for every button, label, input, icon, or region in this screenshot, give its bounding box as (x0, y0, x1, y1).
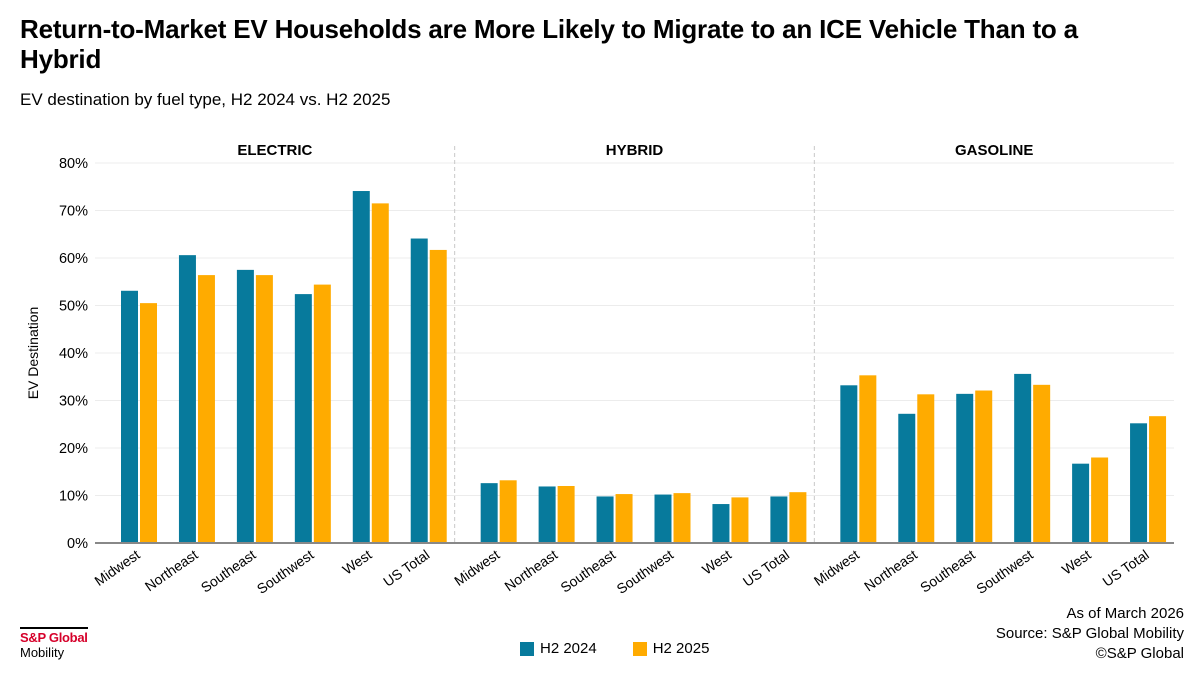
logo-brand: S&P Global (20, 630, 88, 645)
x-tick-label: Southeast (557, 546, 618, 595)
x-tick-label: Northeast (501, 546, 560, 594)
panel-title-hybrid: HYBRID (606, 142, 664, 159)
x-tick-label: Midwest (451, 546, 502, 589)
y-axis-label: EV Destination (25, 307, 41, 400)
x-tick-label: Southeast (917, 546, 978, 595)
bar-gasoline-southeast-h2-2025: GASOLINE Southeast H2 2025: 32.1% (975, 390, 993, 543)
bar-electric-midwest-h2-2024: ELECTRIC Midwest H2 2024: 53.1% (121, 290, 138, 543)
x-tick-label: US Total (380, 546, 432, 589)
bar-electric-midwest-h2-2025: ELECTRIC Midwest H2 2025: 50.5% (140, 303, 157, 543)
bar-gasoline-southeast-h2-2024: GASOLINE Southeast H2 2024: 31.4% (956, 393, 974, 543)
x-tick-label: Midwest (811, 546, 862, 589)
bar-hybrid-us-total-h2-2025: HYBRID US Total H2 2025: 10.7% (789, 492, 807, 543)
legend-swatch-h2-2024 (520, 641, 534, 656)
x-tick-label: Southwest (254, 546, 317, 597)
bar-electric-northeast-h2-2024: ELECTRIC Northeast H2 2024: 60.6% (178, 255, 196, 543)
bar-hybrid-northeast-h2-2025: HYBRID Northeast H2 2025: 12% (557, 486, 575, 543)
panel-title-electric: ELECTRIC (237, 142, 312, 159)
bar-electric-southeast-h2-2024: ELECTRIC Southeast H2 2024: 57.5% (236, 269, 254, 543)
bar-gasoline-southwest-h2-2025: GASOLINE Southwest H2 2025: 33.3% (1033, 384, 1051, 543)
bar-electric-southwest-h2-2025: ELECTRIC Southwest H2 2025: 54.4% (313, 284, 331, 543)
bar-gasoline-west-h2-2025: GASOLINE West H2 2025: 18% (1091, 457, 1109, 543)
y-tick-label: 70% (59, 204, 88, 220)
y-tick-label: 10% (59, 489, 88, 505)
bar-gasoline-northeast-h2-2024: GASOLINE Northeast H2 2024: 27.2% (898, 413, 916, 543)
panel-title-gasoline: GASOLINE (955, 142, 1033, 159)
bar-gasoline-us-total-h2-2025: GASOLINE US Total H2 2025: 26.7% (1149, 416, 1167, 543)
bar-electric-west-h2-2024: ELECTRIC West H2 2024: 74.1% (352, 191, 370, 543)
x-tick-label: West (339, 546, 374, 577)
x-tick-label: US Total (1099, 546, 1151, 589)
x-tick-label: Northeast (861, 546, 920, 594)
x-tick-label: Southwest (973, 546, 1036, 597)
bar-electric-southeast-h2-2025: ELECTRIC Southeast H2 2025: 56.4% (255, 275, 273, 543)
bar-gasoline-southwest-h2-2024: GASOLINE Southwest H2 2024: 35.6% (1014, 373, 1032, 543)
bar-electric-northeast-h2-2025: ELECTRIC Northeast H2 2025: 56.4% (197, 275, 215, 543)
bar-electric-us-total-h2-2024: ELECTRIC US Total H2 2024: 64.1% (410, 238, 428, 543)
bar-electric-us-total-h2-2025: ELECTRIC US Total H2 2025: 61.7% (429, 249, 447, 544)
legend-item-h2-2024: H2 2024 (520, 640, 597, 657)
x-tick-label: Southeast (198, 546, 259, 595)
y-tick-label: 60% (59, 251, 88, 267)
source-date: As of March 2026 (1066, 605, 1184, 622)
legend-label: H2 2024 (540, 640, 597, 657)
bar-hybrid-southwest-h2-2024: HYBRID Southwest H2 2024: 10.2% (654, 494, 672, 543)
y-tick-label: 40% (59, 346, 88, 362)
bar-hybrid-northeast-h2-2024: HYBRID Northeast H2 2024: 11.9% (538, 486, 556, 543)
chart-legend: H2 2024 H2 2025 (520, 640, 709, 657)
source-note: As of March 2026 Source: S&P Global Mobi… (996, 604, 1184, 664)
bar-gasoline-midwest-h2-2024: GASOLINE Midwest H2 2024: 33.2% (840, 385, 858, 543)
bar-hybrid-us-total-h2-2024: HYBRID US Total H2 2024: 9.8% (770, 496, 788, 543)
bar-hybrid-southeast-h2-2024: HYBRID Southeast H2 2024: 9.8% (596, 496, 614, 543)
legend-swatch-h2-2025 (632, 641, 647, 656)
y-tick-label: 80% (59, 156, 88, 172)
sp-global-mobility-logo: S&P Global Mobility (20, 627, 88, 661)
x-tick-label: West (1059, 546, 1094, 577)
bar-electric-west-h2-2025: ELECTRIC West H2 2025: 71.5% (371, 203, 389, 543)
bar-hybrid-midwest-h2-2024: HYBRID Midwest H2 2024: 12.6% (480, 483, 498, 543)
bar-hybrid-west-h2-2024: HYBRID West H2 2024: 8.2% (712, 504, 730, 543)
bar-gasoline-northeast-h2-2025: GASOLINE Northeast H2 2025: 31.3% (917, 394, 935, 543)
bar-hybrid-west-h2-2025: HYBRID West H2 2025: 9.6% (731, 497, 749, 543)
bar-hybrid-midwest-h2-2025: HYBRID Midwest H2 2025: 13.2% (499, 480, 517, 543)
source-attribution: Source: S&P Global Mobility (995, 625, 1184, 642)
bar-gasoline-midwest-h2-2025: GASOLINE Midwest H2 2025: 35.3% (859, 375, 877, 543)
bar-hybrid-southeast-h2-2025: HYBRID Southeast H2 2025: 10.3% (615, 494, 633, 543)
y-tick-label: 30% (59, 394, 88, 410)
chart-title: Return-to-Market EV Households are More … (20, 14, 1078, 74)
legend-label: H2 2025 (652, 640, 710, 657)
copyright: ©S&P Global (1095, 645, 1184, 662)
bar-gasoline-west-h2-2024: GASOLINE West H2 2024: 16.7% (1072, 463, 1090, 543)
x-tick-label: Midwest (91, 546, 142, 589)
x-tick-label: West (699, 546, 734, 577)
logo-rule (20, 627, 88, 629)
x-tick-label: Southwest (613, 546, 676, 597)
legend-item-h2-2025: H2 2025 (632, 640, 710, 657)
x-tick-label: Northeast (142, 546, 201, 594)
bar-electric-southwest-h2-2024: ELECTRIC Southwest H2 2024: 52.4% (294, 294, 312, 543)
bar-gasoline-us-total-h2-2024: GASOLINE US Total H2 2024: 25.2% (1130, 423, 1148, 543)
y-tick-label: 50% (59, 299, 88, 315)
logo-sub: Mobility (20, 645, 65, 660)
y-tick-label: 0% (67, 536, 88, 552)
x-tick-label: US Total (740, 546, 792, 589)
chart-subtitle: EV destination by fuel type, H2 2024 vs.… (20, 90, 391, 109)
bar-hybrid-southwest-h2-2025: HYBRID Southwest H2 2025: 10.5% (673, 493, 691, 543)
y-tick-label: 20% (59, 441, 88, 457)
